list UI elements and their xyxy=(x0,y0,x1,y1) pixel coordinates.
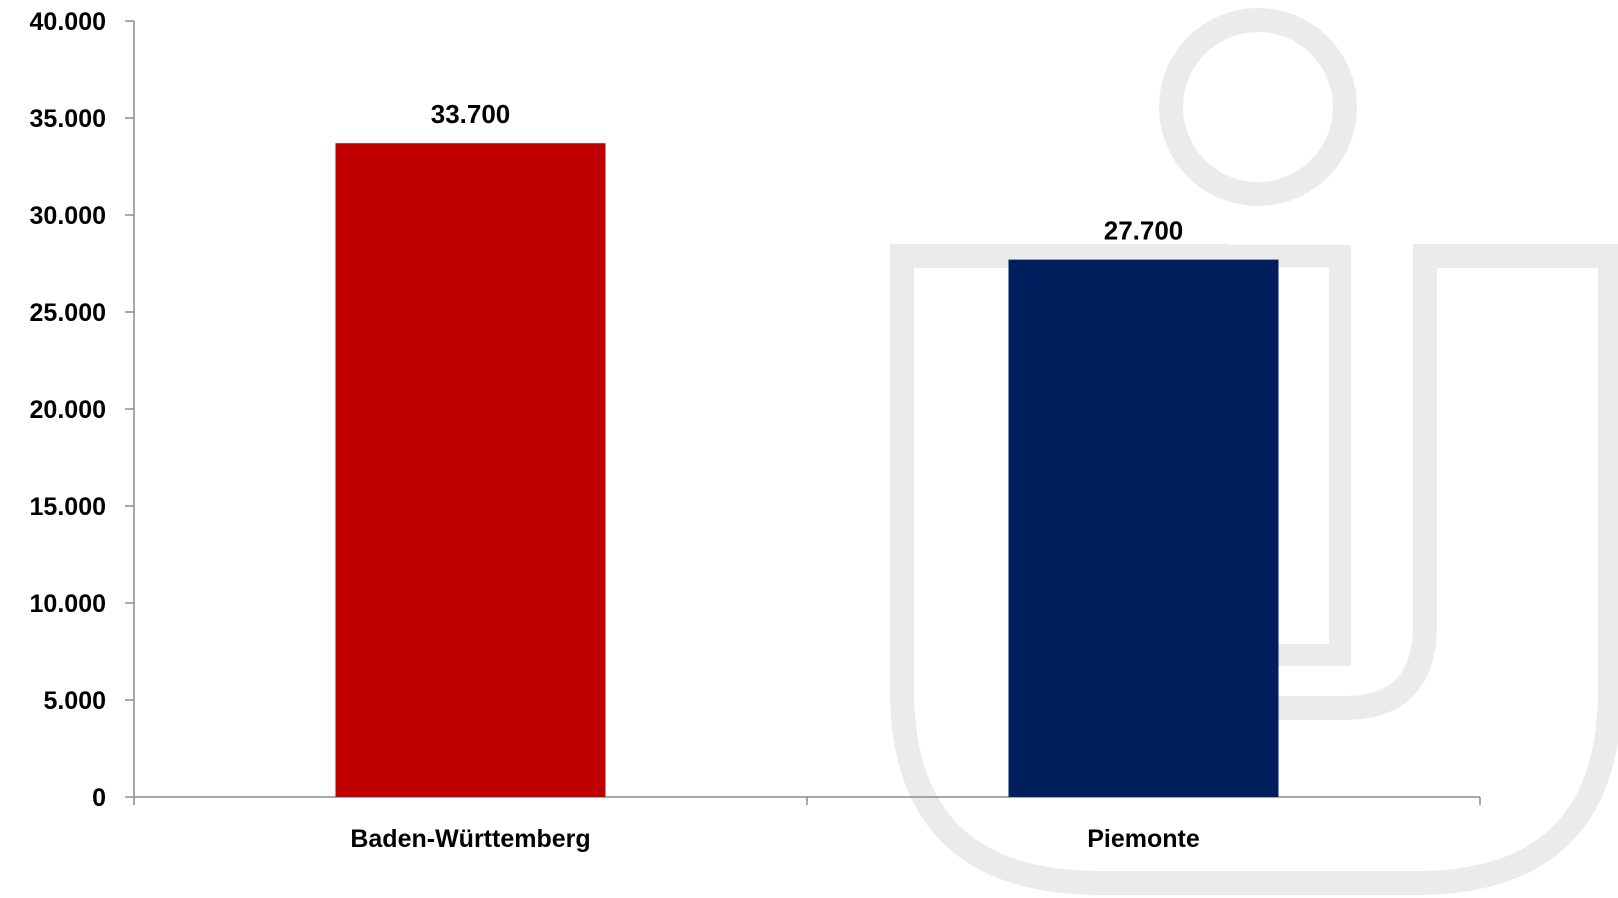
bars: 33.700 27.700 xyxy=(335,99,1279,798)
y-tick-label: 35.000 xyxy=(30,105,106,133)
y-tick-label: 10.000 xyxy=(30,590,106,618)
bar-value-label: 27.700 xyxy=(1104,216,1184,246)
person-u-logo-icon xyxy=(890,8,1618,895)
y-tick-label: 5.000 xyxy=(43,687,106,715)
y-tick-label: 40.000 xyxy=(30,8,106,36)
y-tick-label: 30.000 xyxy=(30,202,106,230)
x-axis: Baden-Württemberg Piemonte xyxy=(350,825,1200,853)
category-label: Piemonte xyxy=(1087,825,1200,853)
y-tick-label: 0 xyxy=(92,784,106,812)
category-label: Baden-Württemberg xyxy=(350,825,590,853)
y-axis: 0 5.000 10.000 15.000 20.000 25.000 30.000 35.0… xyxy=(30,8,134,812)
y-tick-label: 20.000 xyxy=(30,396,106,424)
bar-value-label: 33.700 xyxy=(431,99,511,129)
y-tick-label: 25.000 xyxy=(30,299,106,327)
y-tick-label: 15.000 xyxy=(30,493,106,521)
bar xyxy=(1008,259,1279,797)
bar xyxy=(335,143,606,798)
